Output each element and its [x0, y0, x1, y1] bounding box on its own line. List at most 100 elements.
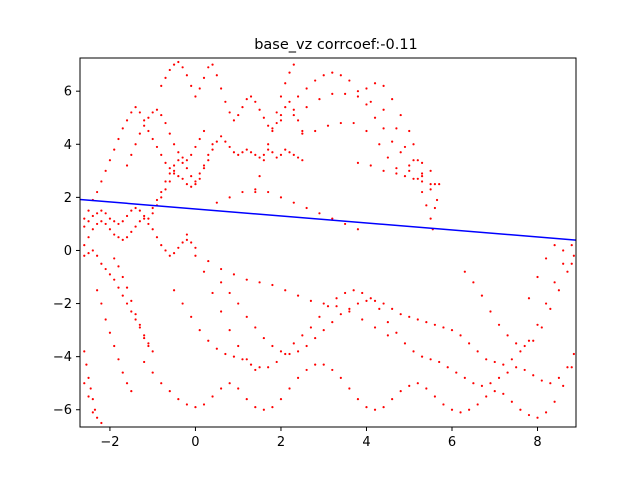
scatter-point: [143, 360, 146, 364]
scatter-point: [271, 129, 274, 133]
scatter-point: [472, 281, 475, 284]
scatter-point: [245, 148, 248, 151]
scatter-point: [356, 90, 360, 93]
scatter-point: [87, 220, 90, 223]
scatter-point: [309, 299, 312, 302]
scatter-point: [85, 363, 88, 366]
scatter-point: [87, 376, 90, 379]
scatter-point: [96, 254, 99, 257]
scatter-point: [395, 172, 398, 175]
scatter-point: [121, 294, 124, 297]
scatter-point: [275, 111, 278, 114]
scatter-point: [147, 222, 150, 226]
scatter-point: [117, 137, 120, 141]
scatter-point: [181, 66, 184, 69]
scatter-point: [147, 116, 150, 119]
scatter-point: [155, 236, 159, 239]
scatter-point: [151, 350, 154, 353]
scatter-point: [190, 241, 193, 244]
scatter-point: [348, 387, 351, 390]
scatter-point: [361, 318, 364, 321]
scatter-point: [365, 129, 368, 133]
scatter-point: [254, 153, 257, 156]
scatter-point: [172, 252, 176, 255]
scatter-point: [160, 190, 163, 194]
scatter-point: [408, 315, 411, 318]
scatter-point: [190, 315, 193, 318]
scatter-point: [463, 270, 466, 273]
scatter-point: [202, 76, 206, 80]
scatter-point: [198, 137, 201, 141]
scatter-point: [485, 395, 488, 398]
scatter-point: [348, 307, 351, 310]
scatter-point: [318, 212, 321, 215]
scatter-point: [245, 358, 248, 361]
scatter-point: [442, 403, 445, 406]
scatter-point: [224, 100, 227, 103]
scatter-point: [480, 384, 484, 387]
scatter-point: [108, 273, 112, 276]
scatter-point: [172, 143, 176, 146]
scatter-point: [476, 350, 479, 353]
scatter-point: [172, 289, 176, 292]
scatter-point: [198, 329, 201, 332]
scatter-point: [369, 100, 372, 103]
scatter-point: [220, 281, 223, 284]
scatter-point: [241, 106, 244, 109]
scatter-point: [549, 307, 552, 310]
scatter-point: [489, 382, 492, 385]
plot-area: [80, 60, 576, 425]
scatter-point: [292, 113, 295, 117]
scatter-point: [344, 291, 347, 295]
scatter-point: [245, 315, 248, 318]
scatter-point: [215, 347, 218, 350]
regression-line: [80, 198, 576, 241]
scatter-point: [134, 206, 137, 210]
scatter-point: [365, 87, 368, 90]
scatter-point: [177, 175, 180, 178]
scatter-point: [151, 111, 154, 114]
scatter-point: [284, 106, 287, 109]
scatter-point: [331, 217, 334, 220]
scatter-point: [429, 217, 432, 220]
scatter-point: [515, 342, 518, 345]
scatter-point: [121, 127, 124, 130]
scatter-point: [113, 148, 116, 151]
scatter-point: [160, 84, 163, 87]
scatter-point: [557, 289, 561, 292]
scatter-point: [113, 344, 116, 348]
scatter-point: [228, 145, 231, 149]
scatter-point: [258, 175, 261, 178]
scatter-point: [301, 132, 304, 135]
scatter-point: [562, 384, 565, 387]
scatter-point: [361, 291, 364, 295]
scatter-point: [237, 153, 240, 156]
scatter-point: [502, 392, 505, 395]
scatter-point: [420, 161, 424, 164]
scatter-point: [87, 395, 90, 398]
scatter-point: [562, 262, 565, 265]
scatter-point: [459, 334, 462, 337]
scatter-point: [258, 108, 261, 111]
scatter-point: [151, 371, 154, 374]
scatter-point: [322, 329, 325, 332]
scatter-point: [455, 371, 458, 374]
scatter-point: [254, 100, 257, 103]
y-tick-label: 4: [64, 138, 72, 153]
scatter-point: [373, 408, 377, 411]
scatter-point: [318, 98, 321, 101]
scatter-point: [194, 95, 197, 98]
scatter-point: [553, 400, 556, 403]
scatter-point: [416, 318, 419, 321]
scatter-point: [164, 121, 167, 125]
scatter-point: [168, 390, 171, 393]
scatter-point: [168, 68, 171, 72]
scatter-point: [215, 140, 218, 143]
scatter-point: [348, 79, 351, 82]
scatter-point: [177, 398, 180, 401]
scatter-point: [177, 151, 180, 154]
scatter-point: [87, 252, 90, 255]
scatter-point: [194, 180, 197, 183]
scatter-point: [130, 209, 133, 212]
scatter-point: [296, 119, 300, 122]
